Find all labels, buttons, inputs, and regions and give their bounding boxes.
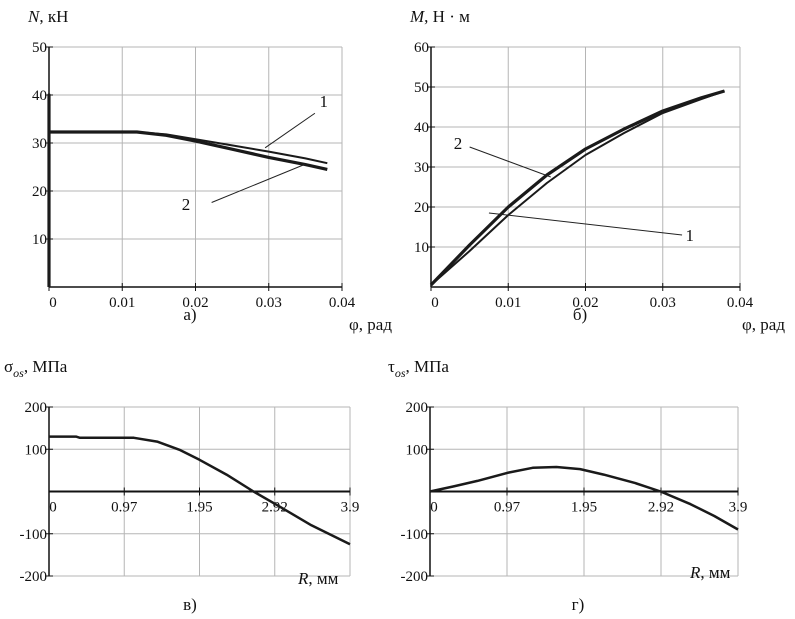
y-axis-units: , МПа	[406, 357, 450, 376]
x-tick-label: 0.02	[572, 295, 598, 311]
y-tick-label: 50	[414, 80, 429, 96]
y-tick-label: 200	[406, 400, 429, 416]
annotation-label: 1	[319, 92, 328, 111]
x-tick-label: 0.01	[495, 295, 521, 311]
y-axis-symbol: σ	[4, 357, 13, 376]
x-tick-label: 0.03	[256, 295, 282, 311]
y-tick-label: 60	[414, 40, 429, 56]
chart-1: 10 20 30 40 50 0 0.01 0.02 0.03 0.04 N, кН φ, рад а)…	[27, 7, 392, 334]
y-tick-label: -100	[20, 527, 48, 543]
chart-caption: в)	[183, 595, 197, 614]
series-line-2	[429, 89, 725, 287]
y-axis-units: , Н · м	[424, 7, 470, 26]
x-tick-label: 3.9	[341, 500, 360, 516]
chart-3: -200 -100 100 200 0 0.97 1.95 2.92 3.9 σos, МПа R,…	[4, 357, 359, 614]
x-axis-label: R, мм	[297, 569, 339, 588]
y-tick-label: 30	[32, 136, 47, 152]
annotation-label: 1	[686, 226, 695, 245]
chart-caption: а)	[183, 305, 196, 324]
x-tick-label: 0	[49, 295, 57, 311]
series-line-2	[47, 93, 328, 287]
y-axis-label: τos, МПа	[388, 357, 449, 380]
y-axis-symbol: τ	[388, 357, 395, 376]
y-axis-label: N, кН	[27, 7, 68, 26]
x-tick-label: 1.95	[571, 500, 597, 516]
chart-2: 10 20 30 40 50 60 0 0.01 0.02 0.03 0.04 M, Н · м φ, …	[409, 7, 785, 334]
x-axis-units: , мм	[700, 563, 730, 582]
chart-4: -200 -100 100 200 0 0.97 1.95 2.92 3.9 τos, МПа R,…	[388, 357, 747, 614]
series-line-1	[430, 90, 725, 286]
y-tick-label: -100	[401, 527, 429, 543]
y-tick-label: 100	[406, 442, 429, 458]
series-line-τos	[429, 465, 739, 531]
x-axis-units: , мм	[308, 569, 338, 588]
y-axis-label: M, Н · м	[409, 7, 470, 26]
annotation-label: 2	[182, 195, 191, 214]
x-tick-label: 0.01	[109, 295, 135, 311]
annotation-leader-line	[469, 146, 551, 178]
x-axis-label: φ, рад	[349, 315, 392, 334]
y-axis-symbol: M	[409, 7, 425, 26]
x-axis-label: R, мм	[689, 563, 731, 582]
y-tick-label: 100	[25, 442, 48, 458]
annotation-leader-line	[211, 163, 306, 203]
x-axis-label: φ, рад	[742, 315, 785, 334]
y-tick-label: 10	[32, 232, 47, 248]
y-axis-subscript: os	[13, 366, 24, 380]
x-tick-label: 0	[431, 295, 439, 311]
chart-caption: г)	[572, 595, 585, 614]
x-axis-symbol: R	[297, 569, 309, 588]
y-tick-label: 50	[32, 40, 47, 56]
x-tick-label: 0.04	[329, 295, 356, 311]
x-tick-label: 2.92	[648, 500, 674, 516]
y-tick-label: 30	[414, 160, 429, 176]
y-axis-label: σos, МПа	[4, 357, 68, 380]
y-tick-label: 40	[414, 120, 429, 136]
x-tick-label: 0.97	[494, 500, 521, 516]
x-tick-label: 0	[49, 500, 57, 516]
annotation-leader-line	[488, 212, 683, 236]
x-tick-label: 0.97	[111, 500, 138, 516]
x-axis-symbol: R	[689, 563, 701, 582]
x-tick-label: 0.02	[182, 295, 208, 311]
y-tick-label: 20	[414, 200, 429, 216]
y-tick-label: -200	[20, 569, 48, 585]
x-tick-label: 2.92	[262, 500, 288, 516]
y-axis-symbol: N	[27, 7, 41, 26]
y-tick-label: 10	[414, 240, 429, 256]
series-line-σos	[49, 435, 351, 546]
y-tick-label: 200	[25, 400, 48, 416]
chart-caption: б)	[573, 305, 587, 324]
y-axis-subscript: os	[395, 366, 406, 380]
y-axis-units: , МПа	[24, 357, 68, 376]
y-axis-units: , кН	[39, 7, 68, 26]
y-tick-label: 20	[32, 184, 47, 200]
x-tick-label: 3.9	[729, 500, 748, 516]
annotation-leader-line	[264, 112, 316, 149]
x-tick-label: 0.03	[650, 295, 676, 311]
annotation-label: 2	[454, 134, 463, 153]
x-tick-label: 1.95	[186, 500, 212, 516]
x-tick-label: 0.04	[727, 295, 754, 311]
x-tick-label: 0	[430, 500, 438, 516]
y-tick-label: -200	[401, 569, 429, 585]
y-tick-label: 40	[32, 88, 47, 104]
